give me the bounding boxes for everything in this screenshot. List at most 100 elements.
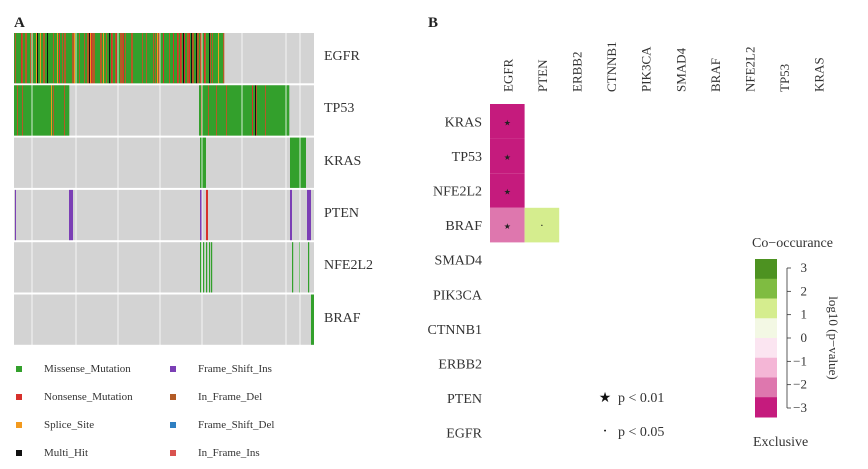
mutation-cell xyxy=(272,85,274,136)
mutation-cell xyxy=(204,85,206,136)
mutation-cell xyxy=(27,33,29,84)
mutation-cell xyxy=(279,85,281,136)
oncoplot-row-bg xyxy=(14,294,314,345)
mutation-cell xyxy=(177,33,179,84)
mutation-cell xyxy=(220,85,222,136)
mutation-cell xyxy=(66,85,68,136)
mutation-cell xyxy=(37,85,39,136)
mutation-cell xyxy=(200,85,202,136)
mutation-cell xyxy=(64,33,66,84)
mutation-cell xyxy=(160,33,162,84)
mutation-cell xyxy=(206,33,208,84)
mutation-cell xyxy=(62,33,64,84)
mutation-cell xyxy=(250,85,252,136)
legend-item: Frame_Shift_Del xyxy=(170,419,274,431)
mutation-cell xyxy=(155,33,157,84)
mutation-cell xyxy=(150,33,152,84)
mutation-cell xyxy=(14,85,16,136)
mutation-cell xyxy=(287,85,289,136)
mutation-cell xyxy=(143,33,145,84)
mutation-cell xyxy=(253,85,255,136)
mutation-cell xyxy=(206,242,208,293)
mutation-cell xyxy=(74,33,76,84)
mutation-cell xyxy=(175,33,177,84)
mutation-cell xyxy=(121,33,123,84)
mutation-cell xyxy=(171,33,173,84)
mutation-cell xyxy=(203,33,205,84)
mutation-cell xyxy=(18,85,20,136)
mutation-cell xyxy=(55,33,57,84)
mutation-cell xyxy=(276,85,278,136)
mutation-cell xyxy=(277,85,279,136)
mutation-cell xyxy=(70,33,72,84)
legend-swatch xyxy=(16,450,22,456)
mutation-cell xyxy=(84,33,86,84)
mutation-cell xyxy=(80,33,82,84)
mutation-cell xyxy=(93,33,95,84)
colorbar-title-bottom: Exclusive xyxy=(753,435,808,450)
legend-swatch xyxy=(16,422,22,428)
mutation-cell xyxy=(149,33,151,84)
mutation-cell xyxy=(15,85,17,136)
heatmap-col-label: CTNNB1 xyxy=(604,41,619,92)
significance-marker: ★ xyxy=(504,222,511,231)
mutation-cell xyxy=(28,85,30,136)
mutation-cell xyxy=(163,33,165,84)
mutation-cell xyxy=(111,33,113,84)
mutation-cell xyxy=(219,85,221,136)
mutation-cell xyxy=(83,33,85,84)
mutation-cell xyxy=(22,33,24,84)
oncoplot-row-bg xyxy=(14,189,314,241)
mutation-cell xyxy=(58,33,60,84)
mutation-cell xyxy=(215,33,217,84)
mutation-cell xyxy=(45,33,47,84)
colorbar-segment xyxy=(755,298,777,319)
colorbar-segment xyxy=(755,357,777,378)
mutation-cell xyxy=(109,33,111,84)
mutation-cell xyxy=(16,85,18,136)
mutation-cell xyxy=(135,33,137,84)
mutation-cell xyxy=(29,85,31,136)
mutation-cell xyxy=(136,33,138,84)
mutation-cell xyxy=(129,33,131,84)
legend-label: Missense_Mutation xyxy=(44,363,131,375)
mutation-cell xyxy=(32,85,34,136)
mutation-cell xyxy=(240,85,242,136)
mutation-cell xyxy=(51,33,53,84)
mutation-cell xyxy=(222,85,224,136)
mutation-cell xyxy=(219,33,221,84)
mutation-cell xyxy=(193,33,195,84)
mutation-cell xyxy=(181,33,183,84)
mutation-cell xyxy=(170,33,172,84)
mutation-cell xyxy=(152,33,154,84)
colorbar-title-top: Co−occurance xyxy=(752,236,833,251)
mutation-cell xyxy=(52,33,54,84)
mutation-cell xyxy=(34,33,36,84)
mutation-cell xyxy=(50,85,52,136)
mutation-cell xyxy=(65,33,67,84)
mutation-cell xyxy=(236,85,238,136)
significance-legend-label: p < 0.01 xyxy=(618,391,664,406)
mutation-cell xyxy=(92,33,94,84)
mutation-cell xyxy=(228,85,230,136)
mutation-cell xyxy=(185,33,187,84)
oncoplot-gene-label: PTEN xyxy=(324,206,359,222)
mutation-cell xyxy=(54,85,56,136)
mutation-cell xyxy=(62,85,64,136)
mutation-cell xyxy=(58,85,60,136)
legend-label: Multi_Hit xyxy=(44,447,89,459)
legend-swatch xyxy=(16,394,22,400)
mutation-cell xyxy=(124,33,126,84)
mutation-cell xyxy=(119,33,121,84)
mutation-cell xyxy=(259,85,261,136)
legend-item: Splice_Site xyxy=(16,419,94,431)
mutation-cell xyxy=(215,85,217,136)
mutation-cell xyxy=(49,85,51,136)
mutation-cell xyxy=(200,33,202,84)
mutation-cell xyxy=(37,33,39,84)
mutation-cell xyxy=(255,85,257,136)
mutation-cell xyxy=(106,33,108,84)
mutation-cell xyxy=(21,33,23,84)
mutation-cell xyxy=(225,85,227,136)
mutation-cell xyxy=(220,33,222,84)
